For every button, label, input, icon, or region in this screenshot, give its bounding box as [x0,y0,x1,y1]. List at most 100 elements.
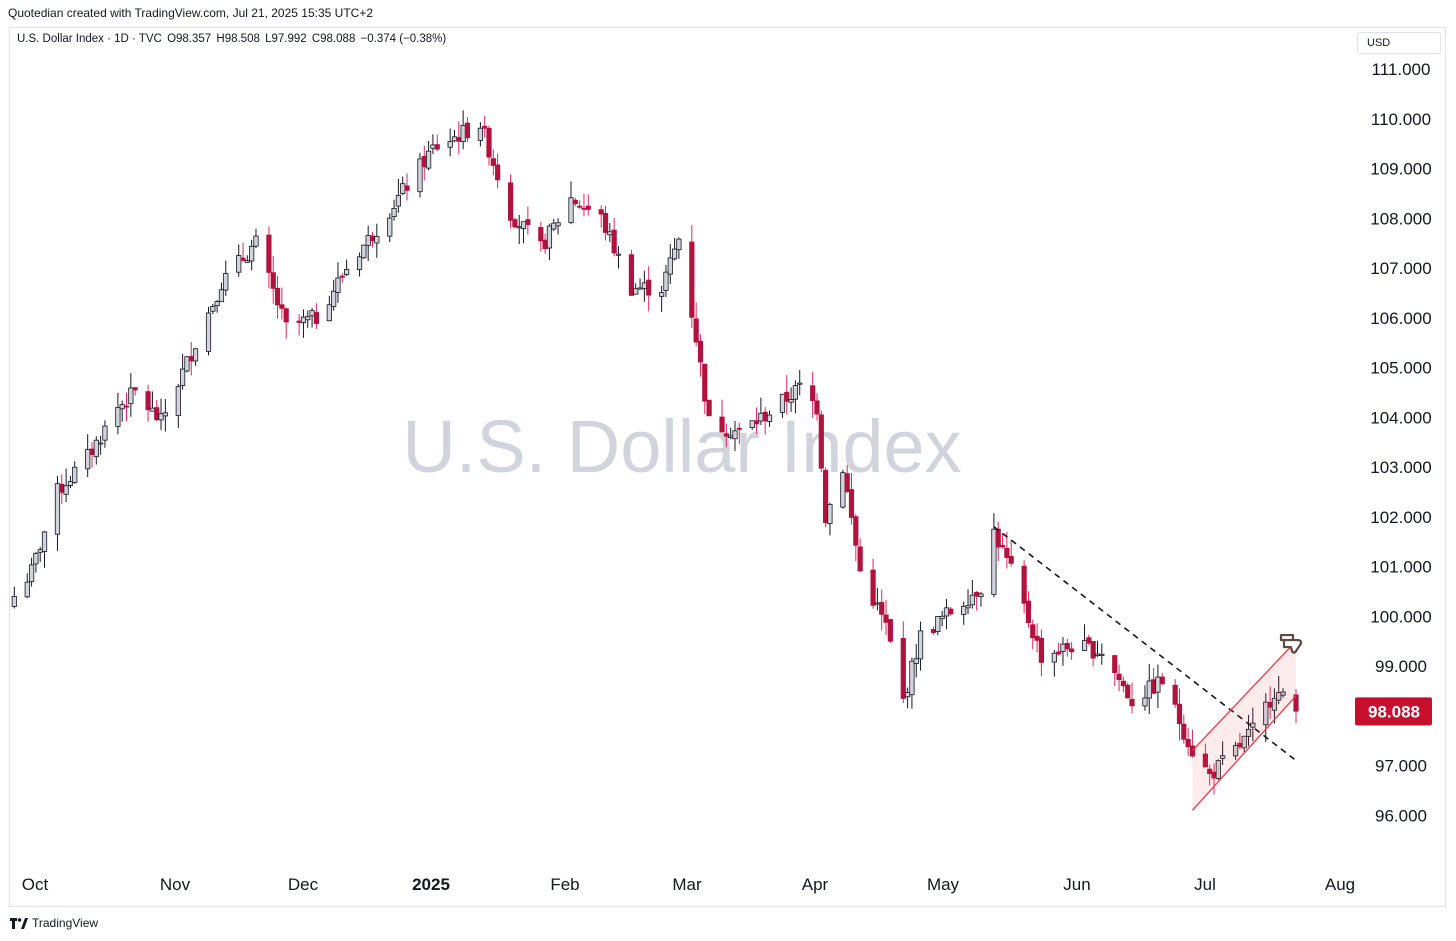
candle [1172,679,1178,708]
channel-upper-line[interactable] [1191,640,1297,752]
last-price-badge [1355,697,1432,726]
candle [305,310,311,328]
candle [1064,638,1070,657]
candle [1090,640,1096,667]
candle [965,589,971,615]
candle [676,237,682,259]
candle [391,199,397,221]
y-tick-label: 106.000 [1370,309,1431,328]
x-tick-label: 2025 [412,875,450,894]
legend-high: H98.508 [216,33,260,45]
candle [736,422,742,445]
x-tick-label: Dec [288,875,319,894]
candle [205,306,212,356]
candle [663,264,669,298]
candle [719,399,725,433]
candle [244,255,250,263]
candle [935,616,941,636]
candle [611,218,617,257]
candle [1176,688,1183,741]
candle [706,399,712,417]
candle [387,213,393,243]
candle [969,579,975,609]
y-tick-label: 109.000 [1370,160,1431,179]
candle [1030,619,1036,650]
x-tick-label: Oct [22,875,49,894]
y-tick-label: 107.000 [1370,259,1431,278]
candle [572,197,578,207]
channel-fill [1192,641,1296,811]
candle [1129,682,1135,714]
candle [693,302,699,347]
price-axis: 111.000 110.000 109.000 108.000 107.000 106.0… [1355,60,1432,825]
candle [344,259,350,277]
candle [279,287,285,320]
candle [840,469,846,509]
candle [607,223,613,243]
y-tick-label: 104.000 [1370,408,1431,427]
candle [1280,688,1286,698]
candle [218,282,225,303]
candle [702,363,708,415]
candle [542,233,548,254]
candle [28,557,35,587]
candle [417,152,423,198]
candle [568,181,574,225]
candle [339,272,345,283]
candle [917,621,924,671]
candle [1060,637,1066,666]
candle [184,356,190,373]
candle [309,307,315,328]
candle [991,513,997,598]
candle [253,228,259,249]
candle [188,342,194,376]
candle [335,262,341,303]
time-axis: Oct Nov Dec 2025 Feb Mar Apr May Jun Jul Aug [22,875,1355,894]
legend-change: −0.374 (−0.38%) [360,33,447,45]
candle [425,140,432,171]
candle [270,255,276,304]
last-price-label: 98.088 [1368,702,1420,721]
candle [766,410,773,427]
candle [546,223,553,260]
candle [577,200,583,209]
candle [659,285,665,313]
candle [447,128,453,157]
candle [374,223,380,258]
candle [909,657,915,709]
footer-brand: TradingView [10,916,98,930]
candle [1150,667,1157,695]
candle [913,643,919,678]
candle [1263,693,1269,742]
candle [516,214,522,245]
candle [887,619,893,643]
candle [1025,591,1032,628]
candle [1232,741,1239,760]
x-tick-label: Feb [550,875,579,894]
candle [667,244,673,285]
candle [883,599,889,635]
channel-lower-line[interactable] [1191,695,1297,811]
candle [223,260,229,296]
candle [637,278,643,290]
y-tick-label: 111.000 [1372,60,1431,79]
candle [525,206,531,235]
candle [1125,682,1131,699]
x-tick-label: Jun [1063,875,1090,894]
x-tick-label: Mar [672,875,702,894]
candle [848,472,855,525]
dashed-trendline[interactable] [993,526,1297,762]
currency-selector[interactable]: USD [1357,32,1441,54]
candle [628,249,635,296]
candle [555,218,561,235]
candle [948,606,954,616]
candle [1034,623,1040,653]
candle [507,174,514,229]
candle [1189,729,1196,758]
candle [512,217,518,229]
candle [98,435,104,455]
candle [132,387,138,396]
candle [326,295,332,322]
candle [615,246,622,269]
